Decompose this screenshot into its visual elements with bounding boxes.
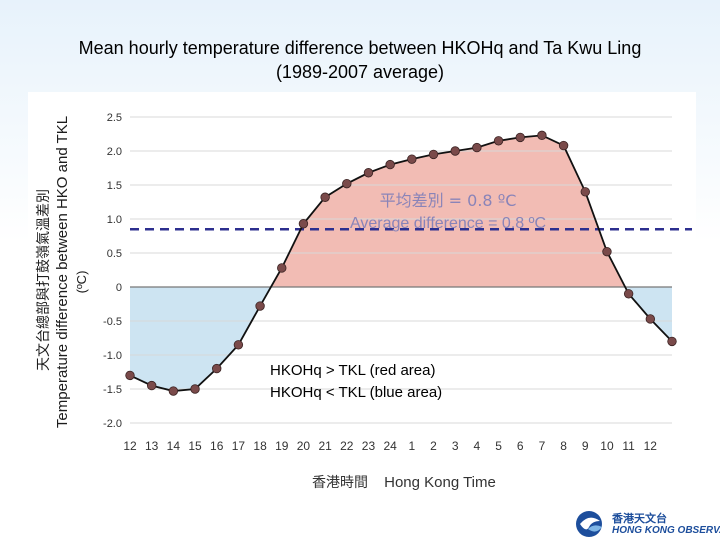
y-tick-label: 2.5 xyxy=(107,112,122,124)
data-point xyxy=(558,140,569,151)
title-line-1: Mean hourly temperature difference betwe… xyxy=(78,38,642,58)
x-tick-label: 18 xyxy=(253,439,267,453)
negative-area xyxy=(625,287,672,342)
data-point xyxy=(342,178,352,189)
x-tick-label: 2 xyxy=(430,439,437,453)
slide-title: Mean hourly temperature difference betwe… xyxy=(0,36,720,84)
chart-background xyxy=(28,92,696,498)
data-point xyxy=(255,301,265,311)
data-point xyxy=(320,192,330,202)
data-point xyxy=(602,246,612,257)
x-tick-label: 12 xyxy=(644,439,658,453)
x-tick-label: 16 xyxy=(210,439,224,453)
x-tick-label: 5 xyxy=(495,439,502,453)
x-tick-label: 10 xyxy=(600,439,614,453)
data-point xyxy=(428,149,439,160)
x-tick-label: 7 xyxy=(539,439,546,453)
logo-text-en: HONG KONG OBSERVATORY xyxy=(612,525,720,536)
temperature-difference-chart: 2.52.01.51.00.50-0.5-1.0-1.5-2.0 12 13 14 1… xyxy=(28,92,696,498)
data-point xyxy=(125,370,135,381)
data-point xyxy=(233,340,244,350)
data-point xyxy=(537,130,547,141)
series-line xyxy=(129,134,673,392)
y-tick-label: -1.5 xyxy=(103,384,122,396)
x-tick-label: 15 xyxy=(188,439,202,453)
annotation-zh: 平均差別 = 0.8 ºC xyxy=(380,191,517,210)
data-point xyxy=(580,187,590,197)
ylabel-unit: (ºC) xyxy=(74,271,89,294)
data-point xyxy=(645,314,656,324)
x-tick-label: 19 xyxy=(275,439,289,453)
logo-text-zh: 香港天文台 xyxy=(612,513,667,525)
x-tick-label: 6 xyxy=(517,439,524,453)
data-point xyxy=(450,146,460,156)
hko-logo: 香港天文台 HONG KONG OBSERVATORY xyxy=(572,508,720,540)
x-tick-label: 4 xyxy=(474,439,481,453)
data-point xyxy=(212,363,222,374)
x-tick-label: 17 xyxy=(232,439,246,453)
xlabel-en: Hong Kong Time xyxy=(384,474,496,491)
legend-blue: HKOHq < TKL (blue area) xyxy=(270,384,442,401)
x-tick-label: 13 xyxy=(145,439,159,453)
data-point xyxy=(515,132,525,143)
y-tick-label: -0.5 xyxy=(103,316,122,328)
annotation-en: Average difference = 0.8 ºC xyxy=(350,215,546,232)
data-point xyxy=(146,380,157,391)
y-tick-label: -2.0 xyxy=(103,418,122,430)
data-point xyxy=(298,219,309,229)
data-point xyxy=(493,136,504,146)
x-tick-label: 3 xyxy=(452,439,459,453)
data-point xyxy=(667,336,677,347)
x-tick-label: 8 xyxy=(560,439,567,453)
title-line-2: (1989-2007 average) xyxy=(275,62,445,82)
x-tick-label: 12 xyxy=(123,439,137,453)
negative-area xyxy=(130,287,271,392)
y-tick-label: 0 xyxy=(116,282,122,294)
data-point xyxy=(472,142,482,153)
x-tick-label: 21 xyxy=(318,439,332,453)
x-tick-label: 9 xyxy=(582,439,589,453)
x-tick-label: 20 xyxy=(297,439,311,453)
ylabel-zh: 天文台總部與打鼓嶺氣溫差別 xyxy=(35,189,52,371)
x-tick-label: 14 xyxy=(167,439,181,453)
y-tick-label: 2.0 xyxy=(107,146,122,158)
data-point xyxy=(385,159,395,170)
data-point xyxy=(277,263,287,273)
ylabel-en: Temperature difference between HKO and T… xyxy=(54,116,71,428)
data-point xyxy=(190,384,200,394)
y-tick-label: -1.0 xyxy=(103,350,122,362)
positive-area xyxy=(270,135,626,287)
hko-emblem-icon xyxy=(576,511,602,537)
xlabel-zh: 香港時間 xyxy=(312,475,368,491)
legend-red: HKOHq > TKL (red area) xyxy=(270,362,435,379)
data-point xyxy=(623,289,634,299)
y-tick-label: 1.0 xyxy=(107,214,122,226)
data-point xyxy=(363,168,374,178)
x-tick-label: 11 xyxy=(622,439,635,453)
x-tick-label: 22 xyxy=(340,439,354,453)
data-point xyxy=(168,386,179,396)
y-tick-label: 1.5 xyxy=(107,180,122,192)
y-tick-label: 0.5 xyxy=(107,248,122,260)
x-tick-label: 1 xyxy=(408,439,415,453)
x-tick-label: 24 xyxy=(383,439,397,453)
data-point xyxy=(407,154,417,164)
x-tick-label: 23 xyxy=(362,439,376,453)
